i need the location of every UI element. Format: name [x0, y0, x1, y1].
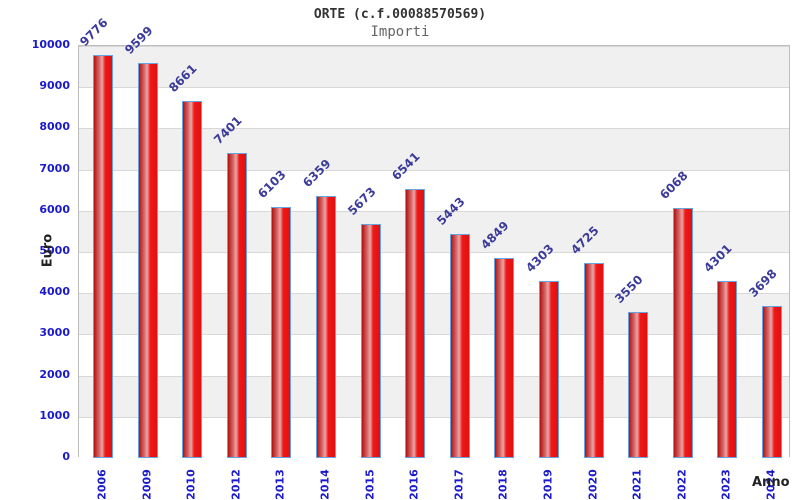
x-tick-label: 2012	[229, 469, 243, 500]
bar-2021	[628, 311, 649, 458]
bar-2023	[717, 280, 738, 458]
plot-area: 9776 9599 8661 7401 6103 6359 5673 6541 5443 4849…	[77, 16, 790, 458]
y-tick-label: 5000	[39, 244, 70, 257]
bar-2018	[494, 258, 515, 458]
x-tick-label: 2006	[95, 469, 109, 500]
y-tick-label: 2000	[39, 367, 70, 381]
x-tick-label: 2017	[452, 469, 466, 500]
bar-2022	[672, 207, 693, 458]
bar-2017	[449, 233, 470, 458]
bar-2024	[762, 305, 782, 458]
y-tick-label: 9000	[39, 79, 70, 93]
y-tick-label: 4000	[39, 285, 70, 299]
gridline	[79, 375, 789, 377]
gridline	[79, 210, 789, 212]
gridline	[79, 169, 789, 171]
x-tick-label: 2020	[586, 469, 600, 500]
gridline	[79, 293, 789, 295]
y-tick-label: 3000	[39, 326, 70, 340]
x-tick-label: 2015	[363, 469, 377, 500]
gridline	[79, 252, 789, 253]
y-tick-label: 0	[62, 450, 70, 463]
bar-2019	[539, 280, 559, 458]
x-tick-label: 2016	[407, 469, 421, 500]
y-tick-label: 7000	[39, 161, 70, 175]
bar-2010	[182, 101, 203, 458]
x-tick-label: 2022	[675, 469, 689, 500]
bar-2016	[405, 188, 426, 458]
plot-band	[79, 46, 789, 88]
gridline	[79, 46, 789, 47]
bar-2015	[360, 224, 381, 458]
x-tick-label: 2014	[318, 469, 332, 500]
x-tick-label: 2021	[630, 469, 644, 500]
y-tick-label: 10000	[31, 38, 70, 51]
bar-2020	[583, 263, 604, 458]
x-tick-label: 2010	[184, 469, 198, 500]
gridline	[79, 87, 789, 89]
chart-title: ORTE (c.f.00088570569)	[313, 7, 487, 22]
x-axis-label: Anno	[752, 475, 790, 490]
chart-subtitle: Importi	[370, 24, 430, 40]
y-tick-label: 8000	[39, 120, 70, 134]
gridline	[79, 416, 789, 418]
x-tick-label: 2009	[140, 469, 154, 500]
gridline	[79, 128, 789, 130]
y-axis-label: Euro	[40, 233, 56, 268]
x-tick-label: 2019	[541, 469, 555, 500]
x-tick-label: 2013	[273, 469, 287, 500]
y-tick-label: 1000	[39, 408, 70, 422]
y-tick-label: 6000	[39, 202, 70, 216]
bar-2012	[226, 153, 247, 458]
bar-2014	[316, 196, 336, 458]
x-tick-label: 2018	[496, 469, 510, 500]
bar-2013	[271, 206, 292, 458]
bar-2009	[137, 62, 158, 458]
x-tick-label: 2023	[719, 469, 733, 500]
gridline	[79, 334, 789, 336]
bar-2006	[93, 55, 113, 458]
